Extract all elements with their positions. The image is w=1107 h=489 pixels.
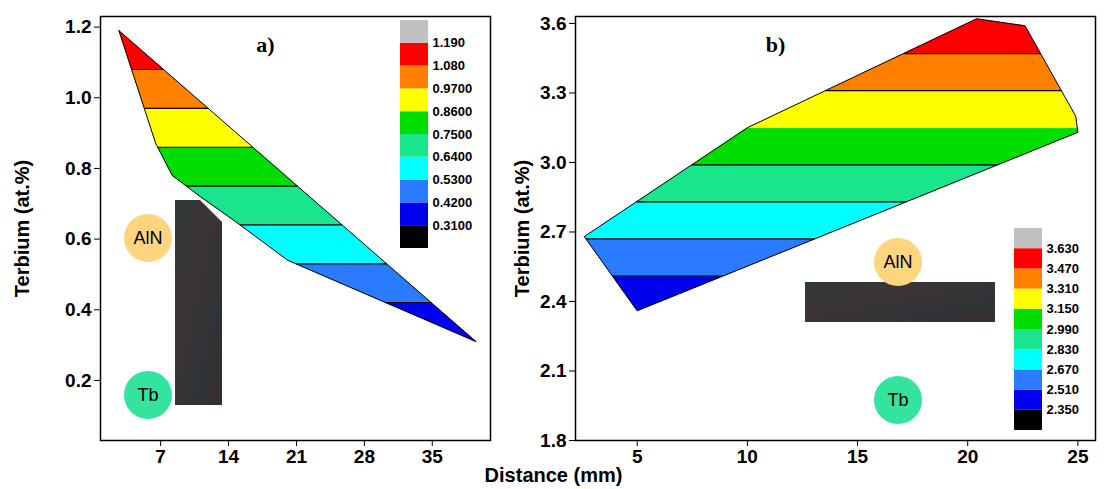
svg-text:15: 15: [847, 446, 869, 467]
svg-text:Tb: Tb: [137, 385, 158, 405]
svg-text:a): a): [256, 32, 274, 57]
svg-text:35: 35: [422, 446, 444, 467]
svg-text:Tb: Tb: [887, 390, 908, 410]
svg-text:Terbium (at.%): Terbium (at.%): [511, 160, 533, 297]
svg-text:1.2: 1.2: [65, 16, 91, 37]
svg-text:28: 28: [354, 446, 375, 467]
svg-text:5: 5: [632, 446, 643, 467]
svg-text:2.670: 2.670: [1047, 362, 1080, 377]
svg-text:20: 20: [957, 446, 978, 467]
svg-text:AlN: AlN: [133, 228, 162, 248]
html-text:Distance (mm): Distance (mm): [484, 464, 623, 486]
svg-text:25: 25: [1067, 446, 1089, 467]
svg-text:1.080: 1.080: [433, 58, 466, 73]
svg-text:0.4: 0.4: [65, 299, 92, 320]
svg-text:3.310: 3.310: [1047, 281, 1080, 296]
svg-text:21: 21: [286, 446, 308, 467]
svg-text:3.6: 3.6: [540, 13, 566, 34]
svg-text:14: 14: [218, 446, 240, 467]
svg-text:2.510: 2.510: [1047, 382, 1080, 397]
svg-text:2.4: 2.4: [540, 291, 567, 312]
svg-text:0.2: 0.2: [65, 370, 91, 391]
svg-text:0.4200: 0.4200: [433, 195, 473, 210]
svg-text:3.150: 3.150: [1047, 301, 1080, 316]
svg-text:3.0: 3.0: [540, 152, 566, 173]
svg-text:0.3100: 0.3100: [433, 218, 473, 233]
svg-text:3.630: 3.630: [1047, 241, 1080, 256]
svg-text:0.6400: 0.6400: [433, 149, 473, 164]
svg-text:Terbium (at.%): Terbium (at.%): [11, 160, 33, 297]
svg-text:7: 7: [155, 446, 166, 467]
svg-text:0.8600: 0.8600: [433, 104, 473, 119]
svg-text:1.0: 1.0: [65, 87, 91, 108]
svg-text:0.8: 0.8: [65, 158, 91, 179]
svg-text:0.6: 0.6: [65, 228, 91, 249]
svg-text:1.8: 1.8: [540, 430, 566, 451]
svg-text:3.470: 3.470: [1047, 261, 1080, 276]
svg-text:0.5300: 0.5300: [433, 172, 473, 187]
svg-text:2.830: 2.830: [1047, 342, 1080, 357]
svg-text:2.990: 2.990: [1047, 322, 1080, 337]
svg-text:3.3: 3.3: [540, 82, 566, 103]
svg-text:2.350: 2.350: [1047, 402, 1080, 417]
svg-text:AlN: AlN: [883, 252, 912, 272]
svg-text:2.1: 2.1: [540, 360, 567, 381]
svg-text:2.7: 2.7: [540, 221, 566, 242]
svg-text:0.9700: 0.9700: [433, 81, 473, 96]
svg-text:b): b): [766, 32, 786, 57]
svg-text:0.7500: 0.7500: [433, 127, 473, 142]
svg-text:10: 10: [737, 446, 758, 467]
svg-text:1.190: 1.190: [433, 35, 466, 50]
